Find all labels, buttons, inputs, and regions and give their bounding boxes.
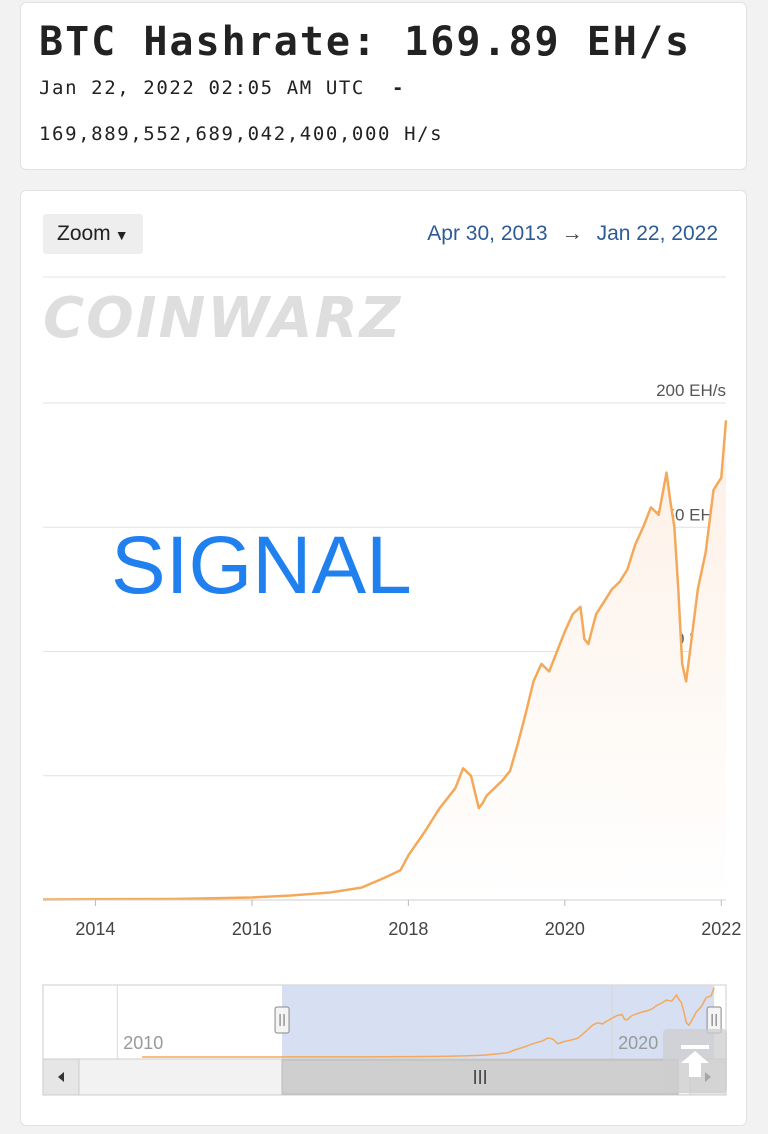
arrow-left-icon: [58, 1072, 64, 1082]
zoom-dropdown[interactable]: Zoom ▼: [43, 214, 143, 254]
header-card: BTC Hashrate: 169.89 EH/s Jan 22, 2022 0…: [20, 2, 747, 170]
x-tick-label: 2016: [232, 919, 272, 939]
date-range: Apr 30, 2013 → Jan 22, 2022: [427, 222, 718, 246]
series-line: [42, 420, 728, 901]
coinwarz-logo: COINWARZ: [43, 286, 403, 351]
navigator-tick-label: 2010: [123, 1033, 163, 1053]
scroll-top-button[interactable]: [663, 1029, 727, 1093]
handle-body: [274, 1006, 290, 1034]
range-end[interactable]: Jan 22, 2022: [596, 222, 718, 245]
hashrate-full: 169,889,552,689,042,400,000 H/s: [39, 123, 444, 145]
x-tick-label: 2022: [701, 919, 741, 939]
x-tick-label: 2014: [75, 919, 115, 939]
navigator: 2010 2020: [42, 984, 727, 1096]
timestamp: Jan 22, 2022 02:05 AM UTC: [39, 77, 365, 99]
watermark-text: SIGNAL: [111, 520, 412, 611]
dash-separator: -: [392, 77, 406, 99]
y-tick-label: 200 EH/s: [656, 381, 726, 400]
page-title: BTC Hashrate: 169.89 EH/s: [39, 19, 692, 65]
x-tick-label: 2018: [388, 919, 428, 939]
x-tick-label: 2020: [545, 919, 585, 939]
navigator-series-line: [142, 987, 715, 1058]
upload-icon: [681, 1045, 709, 1077]
zoom-label: Zoom: [57, 222, 111, 245]
navigator-handle-left[interactable]: [274, 1006, 290, 1034]
caret-down-icon: ▼: [114, 227, 129, 243]
range-arrow: →: [561, 222, 583, 245]
navigator-tick-label: 2020: [618, 1033, 658, 1053]
range-start[interactable]: Apr 30, 2013: [427, 222, 548, 245]
navigator-scrollbar[interactable]: [42, 1058, 727, 1096]
timestamp-line: Jan 22, 2022 02:05 AM UTC -: [39, 77, 405, 99]
navigator-selection: [282, 985, 715, 1059]
chart-card: Zoom ▼ Apr 30, 2013 → Jan 22, 2022 COINWARZ…: [20, 190, 747, 1126]
series-area: [43, 420, 726, 900]
